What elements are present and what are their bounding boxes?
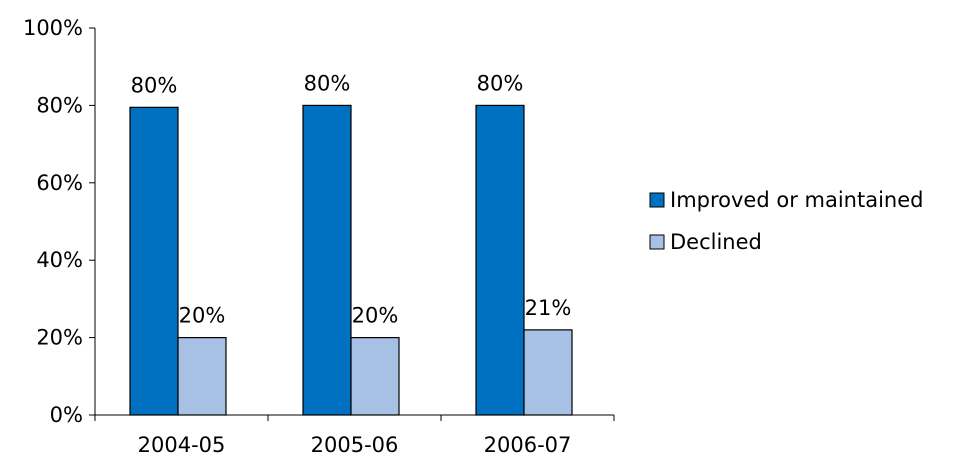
y-tick-label: 60% (36, 171, 83, 195)
legend-swatch (649, 192, 665, 208)
data-label: 80% (304, 71, 351, 95)
bar-improved-or-maintained (302, 104, 352, 416)
bar-declined (177, 337, 227, 416)
y-tick-label: 40% (36, 248, 83, 272)
x-tick-label: 2006-07 (484, 433, 572, 457)
legend-swatch (649, 234, 665, 250)
y-tick-label: 100% (23, 16, 83, 40)
bars (129, 104, 573, 416)
y-tick-label: 80% (36, 93, 83, 117)
bar-improved-or-maintained (129, 106, 179, 416)
x-tick-label: 2004-05 (138, 433, 226, 457)
bar-declined (523, 329, 573, 416)
y-tick-label: 0% (50, 403, 83, 427)
data-label: 20% (179, 304, 226, 328)
bar-declined (350, 337, 400, 416)
y-tick-label: 20% (36, 326, 83, 350)
bar-improved-or-maintained (475, 104, 525, 416)
legend: Improved or maintained Declined (649, 188, 923, 254)
x-tick-label: 2005-06 (311, 433, 399, 457)
data-labels: 80% 80% 80% 20% 20% 21% (131, 71, 572, 327)
data-label: 80% (131, 73, 178, 97)
axes: 0% 20% 40% 60% 80% 100% 2004-05 2005-06 2006-07 (23, 16, 615, 457)
legend-label: Declined (670, 230, 762, 254)
legend-label: Improved or maintained (670, 188, 923, 212)
data-label: 80% (477, 71, 524, 95)
data-label: 21% (525, 296, 572, 320)
data-label: 20% (352, 304, 399, 328)
